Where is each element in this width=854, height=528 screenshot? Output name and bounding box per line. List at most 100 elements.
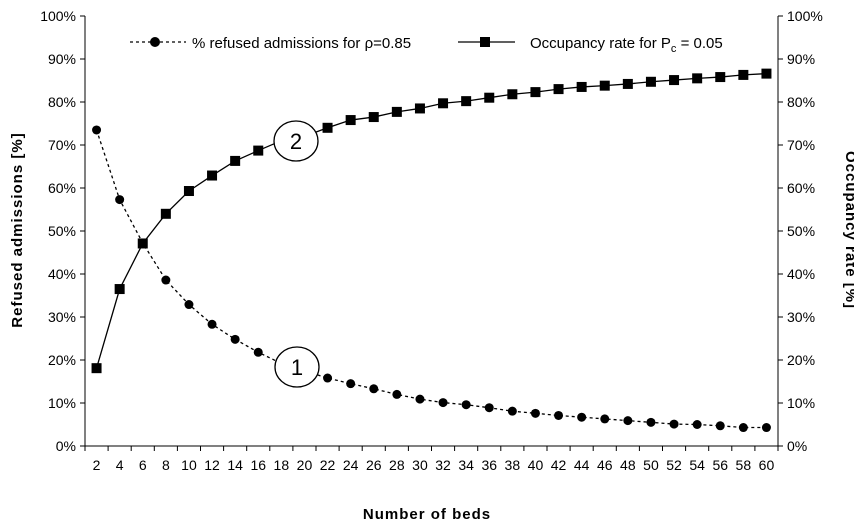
legend: % refused admissions for ρ=0.85 Occupancy…: [130, 35, 723, 55]
data-point-circle: [692, 420, 702, 429]
x-tick-label: 44: [574, 457, 590, 473]
data-point-square: [622, 78, 633, 89]
data-point-square: [183, 186, 194, 197]
data-point-circle: [369, 384, 379, 394]
y-tick-label-right: 40%: [787, 266, 815, 282]
callouts: 12: [273, 120, 320, 388]
x-tick-label: 32: [435, 457, 451, 473]
data-point-circle: [161, 275, 171, 285]
data-point-square: [322, 122, 333, 133]
data-point-square: [137, 238, 148, 249]
data-point-square: [530, 87, 541, 98]
y-tick-label-right: 0%: [787, 438, 807, 454]
data-point-circle: [346, 379, 356, 389]
y-tick-label-right: 90%: [787, 51, 815, 67]
y-tick-label-left: 0%: [56, 438, 76, 454]
data-point-circle: [507, 406, 517, 416]
data-point-circle: [207, 319, 217, 329]
x-tick-label: 30: [412, 457, 428, 473]
x-tick-label: 22: [320, 457, 336, 473]
y-tick-label-right: 50%: [787, 223, 815, 239]
x-tick-label: 56: [712, 457, 728, 473]
x-tick-label: 6: [139, 457, 147, 473]
x-tick-label: 24: [343, 457, 359, 473]
axes: 0% 0% 10% 10% 20% 20% 30% 30% 40% 40% 50% 50% 60% 60%…: [40, 8, 823, 473]
data-point-circle: [577, 412, 587, 422]
data-point-circle: [115, 195, 125, 205]
data-point-square: [692, 73, 703, 84]
right-y-axis-title: Occupancy rate [%]: [842, 151, 854, 309]
x-tick-label: 8: [162, 457, 170, 473]
y-tick-label-right: 10%: [787, 395, 815, 411]
x-tick-label: 28: [389, 457, 405, 473]
y-tick-label-left: 60%: [48, 180, 76, 196]
data-point-circle: [715, 421, 725, 431]
x-tick-label: 58: [736, 457, 752, 473]
x-tick-label: 38: [505, 457, 521, 473]
y-tick-label-right: 30%: [787, 309, 815, 325]
left-y-axis-title: Refused admissions [%]: [9, 132, 26, 327]
data-point-square: [253, 145, 264, 156]
y-tick-label-right: 80%: [787, 94, 815, 110]
x-tick-label: 18: [274, 457, 290, 473]
data-point-circle: [415, 394, 425, 404]
x-tick-label: 4: [116, 457, 124, 473]
y-tick-label-left: 40%: [48, 266, 76, 282]
data-point-square: [715, 72, 726, 83]
data-point-square: [761, 68, 772, 79]
data-point-circle: [392, 389, 402, 399]
data-point-circle: [669, 419, 679, 429]
x-tick-label: 42: [551, 457, 567, 473]
x-tick-label: 10: [181, 457, 197, 473]
data-point-circle: [646, 417, 656, 427]
data-point-circle: [184, 300, 194, 310]
y-tick-label-right: 100%: [787, 8, 823, 24]
data-point-square: [738, 69, 749, 80]
data-point-square: [669, 75, 680, 86]
legend-marker-circle: [150, 37, 160, 47]
series-line-2: [95, 72, 767, 369]
series-group: [91, 68, 772, 433]
y-tick-label-right: 70%: [787, 137, 815, 153]
series-callout-label: 1: [291, 355, 303, 380]
y-tick-label-left: 100%: [40, 8, 76, 24]
data-point-square: [438, 98, 449, 109]
x-tick-label: 12: [204, 457, 220, 473]
data-point-square: [461, 96, 472, 107]
legend-marker-square: [480, 37, 490, 47]
data-point-square: [207, 170, 218, 181]
data-point-circle: [761, 423, 771, 433]
y-tick-label-left: 30%: [48, 309, 76, 325]
data-point-square: [114, 284, 125, 295]
data-point-circle: [600, 414, 610, 424]
x-tick-label: 36: [481, 457, 497, 473]
data-point-circle: [530, 408, 540, 418]
data-point-square: [160, 208, 171, 219]
y-tick-label-left: 80%: [48, 94, 76, 110]
x-tick-label: 34: [458, 457, 474, 473]
x-tick-label: 20: [297, 457, 313, 473]
x-tick-label: 40: [528, 457, 544, 473]
series-2: [91, 68, 772, 374]
data-point-circle: [230, 334, 240, 344]
data-point-square: [91, 363, 102, 374]
data-point-circle: [623, 416, 633, 426]
x-tick-label: 60: [759, 457, 775, 473]
data-point-square: [576, 81, 587, 92]
x-tick-label: 46: [597, 457, 613, 473]
x-tick-label: 16: [250, 457, 266, 473]
series-callout-label: 2: [290, 129, 302, 154]
y-tick-label-left: 20%: [48, 352, 76, 368]
y-tick-label-left: 90%: [48, 51, 76, 67]
y-tick-label-left: 50%: [48, 223, 76, 239]
data-point-circle: [554, 410, 564, 420]
data-point-square: [391, 106, 402, 117]
data-point-square: [645, 76, 656, 87]
series-1: [92, 125, 771, 433]
series-line-1: [95, 129, 767, 429]
data-point-circle: [484, 403, 494, 413]
x-tick-label: 48: [620, 457, 636, 473]
data-point-square: [414, 103, 425, 114]
x-tick-label: 54: [689, 457, 705, 473]
x-tick-label: 52: [666, 457, 682, 473]
